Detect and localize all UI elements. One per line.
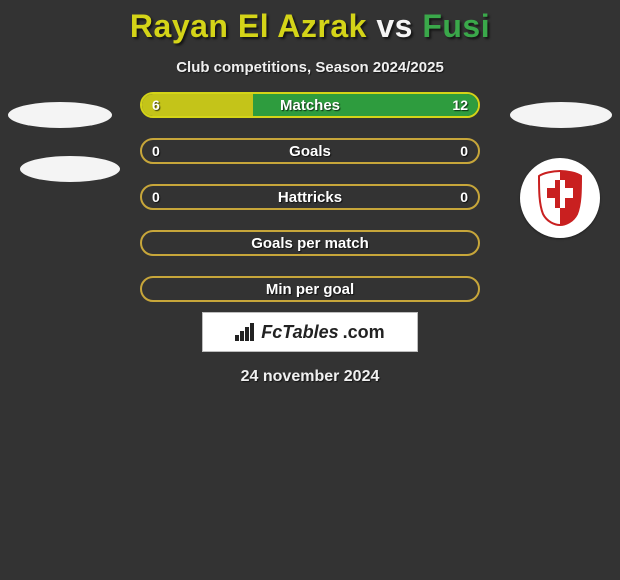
player1-photo-placeholder <box>8 102 112 128</box>
bar-label: Min per goal <box>142 281 478 298</box>
fctables-logo: FcTables.com <box>235 322 384 343</box>
player2-club-badge <box>520 158 600 238</box>
logo-text-suffix: .com <box>343 322 385 343</box>
comparison-title: Rayan El Azrak vs Fusi <box>0 0 620 45</box>
stat-bar: Min per goal <box>140 276 480 302</box>
stat-bar: Hattricks0 0 <box>140 184 480 210</box>
player2-photo-placeholder <box>510 102 612 128</box>
club-shield-icon <box>537 170 583 226</box>
bar-value-right: 0 <box>460 189 468 205</box>
stat-bar: Goals0 0 <box>140 138 480 164</box>
bar-value-left: 0 <box>152 189 160 205</box>
bar-value-left: 6 <box>152 97 160 113</box>
bar-value-right: 12 <box>452 97 468 113</box>
bar-value-left: 0 <box>152 143 160 159</box>
bar-label: Matches <box>142 97 478 114</box>
subtitle: Club competitions, Season 2024/2025 <box>0 59 620 76</box>
vs-text: vs <box>376 8 413 44</box>
bar-label: Hattricks <box>142 189 478 206</box>
bar-label: Goals <box>142 143 478 160</box>
stat-bar: Matches6 12 <box>140 92 480 118</box>
player1-club-placeholder <box>20 156 120 182</box>
stat-bars: Matches612Goals00Hattricks00Goals per ma… <box>140 92 480 322</box>
stat-bar: Goals per match <box>140 230 480 256</box>
snapshot-date: 24 november 2024 <box>0 368 620 386</box>
bar-value-right: 0 <box>460 143 468 159</box>
bar-label: Goals per match <box>142 235 478 252</box>
logo-text-prefix: FcTables <box>261 322 338 343</box>
player2-name: Fusi <box>422 8 490 44</box>
player1-name: Rayan El Azrak <box>130 8 367 44</box>
bars-icon <box>235 323 257 341</box>
